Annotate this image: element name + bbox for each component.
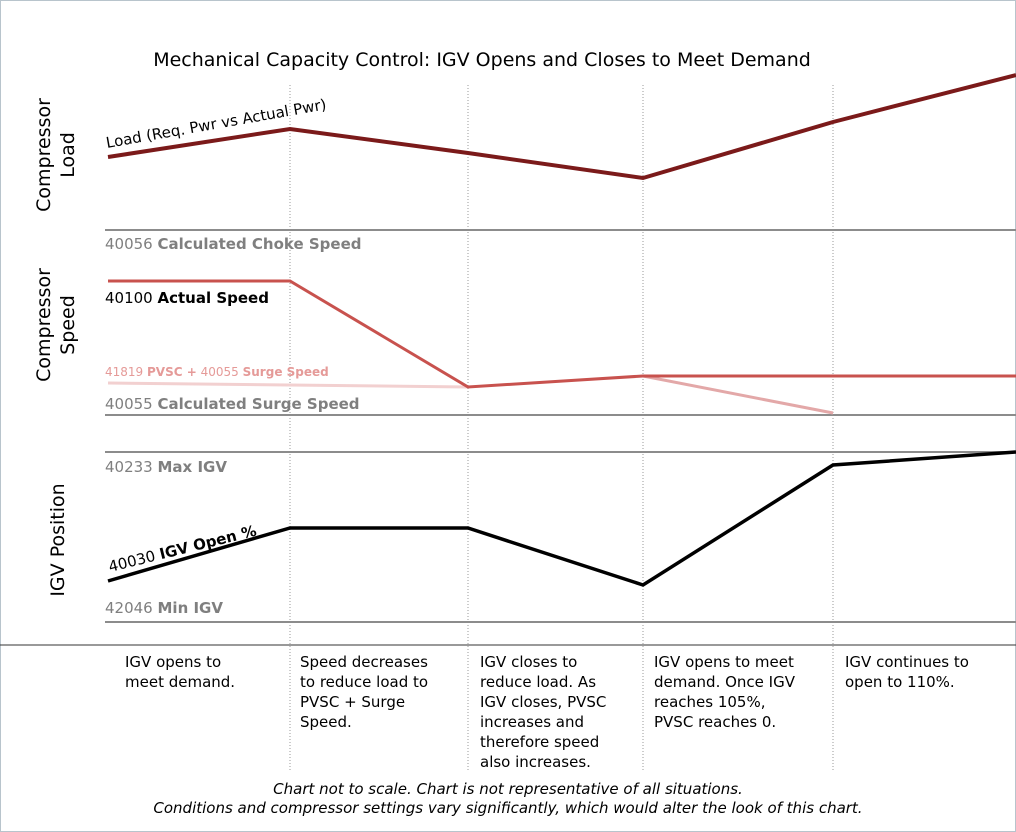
column-note: demand. Once IGV: [654, 673, 796, 691]
label: PVSC +: [147, 365, 197, 379]
column-note: therefore speed: [480, 733, 599, 751]
column-dividers: [289, 85, 834, 772]
line-label: 42046 Min IGV: [105, 599, 223, 617]
code: 40030: [107, 547, 158, 576]
footnote-line: Chart not to scale. Chart is not represe…: [273, 780, 743, 798]
pvsc-line: [642, 374, 834, 415]
line-label: 40055 Calculated Surge Speed: [105, 395, 360, 413]
column-note: to reduce load to: [300, 673, 428, 691]
label: Min IGV: [158, 599, 224, 617]
column-notes: IGV opens to meet demand. Speed decreases t…: [125, 653, 969, 771]
line-label: 40233 Max IGV: [105, 458, 227, 476]
column-note: also increases.: [480, 753, 591, 771]
label: Calculated Choke Speed: [158, 235, 362, 253]
panel-label: Speed: [57, 295, 79, 355]
footnote-line: Conditions and compressor settings vary …: [153, 799, 862, 817]
code: 40056: [105, 235, 153, 253]
line-label: 40030 IGV Open %: [107, 522, 259, 576]
column-note: IGV opens to meet: [654, 653, 794, 671]
load-line: [107, 73, 1016, 181]
line-label: 40100 Actual Speed: [105, 289, 269, 307]
line-label: 40056 Calculated Choke Speed: [105, 235, 362, 253]
code: 40100: [105, 289, 153, 307]
panel-labels: Compressor Load Compressor Speed IGV Pos…: [33, 98, 79, 597]
label: IGV Open %: [158, 522, 259, 563]
code: 40055: [201, 365, 239, 379]
label: Calculated Surge Speed: [158, 395, 360, 413]
column-note: reaches 105%,: [654, 693, 765, 711]
speed-line: [108, 279, 1016, 389]
panel-label: Compressor: [33, 268, 55, 382]
reference-lines: [105, 229, 1016, 623]
column-note: IGV closes to: [480, 653, 577, 671]
code: 40055: [105, 395, 153, 413]
line-label: 41819 PVSC + 40055 Surge Speed: [105, 365, 329, 379]
column-note: IGV closes, PVSC: [480, 693, 606, 711]
column-note: reduce load. As: [480, 673, 596, 691]
footnote: Chart not to scale. Chart is not represe…: [153, 780, 862, 817]
code: 42046: [105, 599, 153, 617]
column-note: increases and: [480, 713, 584, 731]
load-label: Load (Req. Pwr vs Actual Pwr): [105, 95, 328, 152]
code: 40233: [105, 458, 153, 476]
pvsc-line: [107, 381, 469, 389]
panel-label: Compressor: [33, 98, 55, 212]
column-note: meet demand.: [125, 673, 235, 691]
panel-label: Load: [57, 132, 79, 178]
code: 41819: [105, 365, 143, 379]
column-note: IGV opens to: [125, 653, 221, 671]
igv-line: [107, 450, 1016, 587]
label: Surge Speed: [243, 365, 329, 379]
column-note: IGV continues to: [845, 653, 969, 671]
label: Actual Speed: [158, 289, 269, 307]
column-note: Speed decreases: [300, 653, 428, 671]
column-note: open to 110%.: [845, 673, 955, 691]
column-note: Speed.: [300, 713, 352, 731]
column-note: PVSC reaches 0.: [654, 713, 776, 731]
title: Mechanical Capacity Control: IGV Opens a…: [153, 49, 811, 71]
panel-label: IGV Position: [47, 483, 69, 596]
label: Max IGV: [158, 458, 228, 476]
column-note: PVSC + Surge: [300, 693, 405, 711]
